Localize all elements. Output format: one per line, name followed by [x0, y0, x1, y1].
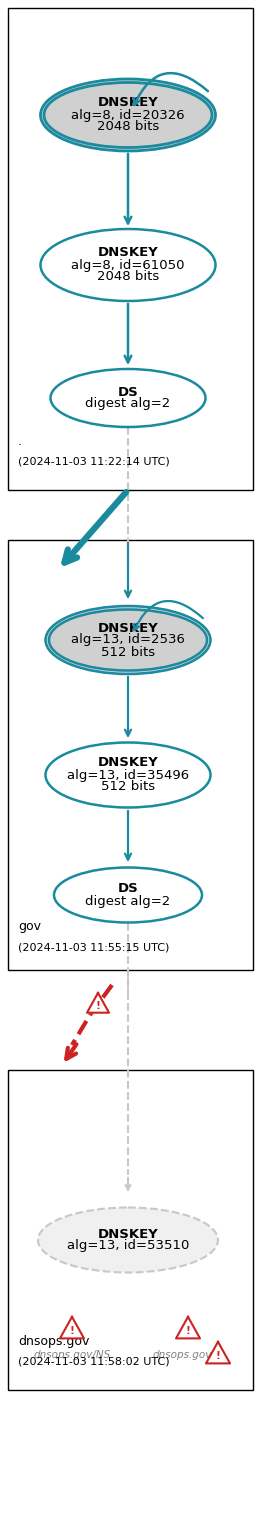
Polygon shape	[60, 1317, 84, 1339]
Text: DNSKEY: DNSKEY	[98, 246, 158, 260]
Text: !: !	[70, 1326, 74, 1336]
Text: 512 bits: 512 bits	[101, 646, 155, 658]
Text: DNSKEY: DNSKEY	[98, 1228, 158, 1240]
Text: alg=8, id=20326: alg=8, id=20326	[71, 109, 185, 121]
Text: DNSKEY: DNSKEY	[98, 621, 158, 635]
Ellipse shape	[40, 229, 216, 301]
Polygon shape	[206, 1342, 230, 1363]
Ellipse shape	[45, 742, 211, 807]
Text: alg=8, id=61050: alg=8, id=61050	[71, 258, 185, 272]
Text: alg=13, id=35496: alg=13, id=35496	[67, 768, 189, 781]
Ellipse shape	[40, 78, 216, 151]
Text: digest alg=2: digest alg=2	[85, 398, 171, 410]
Bar	[8, 539, 253, 970]
Polygon shape	[176, 1317, 200, 1339]
Text: !: !	[186, 1326, 191, 1336]
Text: DNSKEY: DNSKEY	[98, 756, 158, 770]
Text: 512 bits: 512 bits	[101, 781, 155, 793]
Text: !: !	[96, 1001, 100, 1011]
Text: 2048 bits: 2048 bits	[97, 271, 159, 283]
Text: dnsops.gov: dnsops.gov	[18, 1336, 89, 1348]
Text: (2024-11-03 11:55:15 UTC): (2024-11-03 11:55:15 UTC)	[18, 942, 169, 951]
Ellipse shape	[50, 369, 205, 427]
Text: dnsops.gov/NS: dnsops.gov/NS	[33, 1349, 111, 1360]
Ellipse shape	[54, 867, 202, 922]
Text: DNSKEY: DNSKEY	[98, 97, 158, 109]
Ellipse shape	[45, 606, 211, 675]
Text: (2024-11-03 11:22:14 UTC): (2024-11-03 11:22:14 UTC)	[18, 456, 170, 467]
Text: DS: DS	[118, 386, 138, 398]
Text: .: .	[18, 435, 22, 447]
Text: (2024-11-03 11:58:02 UTC): (2024-11-03 11:58:02 UTC)	[18, 1357, 170, 1366]
Text: alg=13, id=2536: alg=13, id=2536	[71, 633, 185, 647]
Polygon shape	[87, 993, 109, 1013]
Bar	[8, 1070, 253, 1389]
Text: 2048 bits: 2048 bits	[97, 120, 159, 134]
Text: !: !	[216, 1351, 221, 1360]
Ellipse shape	[38, 1208, 218, 1273]
Text: digest alg=2: digest alg=2	[85, 895, 171, 907]
Text: gov: gov	[18, 921, 41, 933]
Text: DS: DS	[118, 882, 138, 896]
Text: dnsops.gov/A: dnsops.gov/A	[153, 1349, 223, 1360]
Text: alg=13, id=53510: alg=13, id=53510	[67, 1239, 189, 1253]
Bar	[8, 8, 253, 490]
